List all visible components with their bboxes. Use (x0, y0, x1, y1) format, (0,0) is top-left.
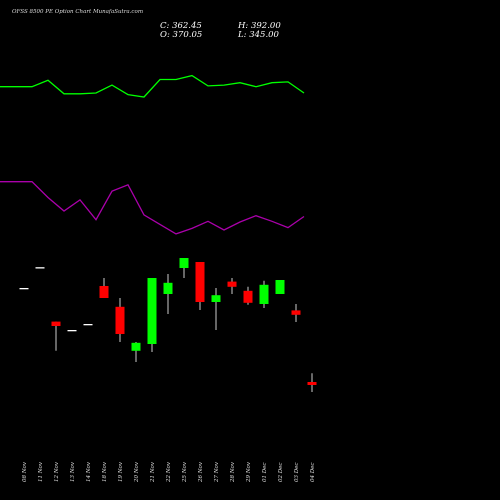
candle-body (83, 324, 93, 326)
candle-0 (19, 288, 29, 290)
candle-body (195, 262, 205, 302)
x-tick-label: 29 Nov (246, 461, 252, 483)
x-tick-label: 14 Nov (86, 461, 92, 482)
candle-12 (211, 288, 221, 330)
candle-body (35, 267, 45, 269)
candle-7 (131, 342, 141, 362)
x-tick-label: 12 Nov (54, 461, 60, 482)
candle-body (99, 286, 109, 298)
chart-title: OFSS 8500 PE Option Chart MunafaSutra.co… (12, 9, 144, 15)
candle-9 (163, 274, 173, 314)
x-tick-label: 28 Nov (230, 461, 236, 483)
candle-3 (67, 330, 77, 332)
candle-1 (35, 267, 45, 269)
low-value: 345.00 (249, 30, 279, 40)
candle-5 (99, 278, 109, 298)
low-readout: L: 345.00 (238, 30, 279, 40)
x-tick-label: 19 Nov (118, 461, 124, 482)
candle-body (291, 310, 301, 315)
green-indicator-line (0, 74, 305, 98)
x-tick-label: 21 Nov (150, 461, 156, 483)
x-tick-label: 22 Nov (166, 461, 172, 483)
candle-body (19, 288, 29, 290)
candle-body (115, 306, 125, 334)
x-tick-label: 08 Nov (22, 461, 28, 482)
candle-body (307, 382, 317, 385)
candle-11 (195, 262, 205, 310)
candle-body (227, 281, 237, 287)
open-readout: O: 370.05 (160, 30, 203, 40)
x-tick-label: 25 Nov (182, 461, 188, 483)
purple-indicator-line (0, 181, 305, 235)
candle-6 (115, 298, 125, 342)
x-tick-label: 18 Nov (102, 461, 108, 482)
candle-body (131, 342, 141, 351)
candle-2 (51, 321, 61, 351)
candle-8 (147, 278, 157, 352)
candle-15 (259, 280, 269, 308)
x-tick-label: 20 Nov (134, 461, 140, 483)
candle-14 (243, 286, 253, 305)
candle-10 (179, 258, 189, 278)
candle-17 (291, 304, 301, 322)
close-value: 362.45 (172, 21, 202, 31)
candle-body (275, 280, 285, 294)
x-tick-label: 11 Nov (38, 461, 44, 482)
x-tick-label: 27 Nov (214, 461, 220, 483)
close-readout: C: 362.45 (160, 21, 202, 31)
candle-16 (275, 280, 285, 294)
high-value: 392.00 (250, 21, 281, 31)
candle-body (211, 295, 221, 302)
high-readout: H: 392.00 (238, 21, 281, 31)
x-tick-label: 26 Nov (198, 461, 204, 483)
candle-body (67, 330, 77, 332)
open-value: 370.05 (172, 30, 203, 40)
x-tick-label: 04 Dec (310, 463, 316, 483)
x-tick-label: 13 Nov (70, 461, 76, 482)
candle-18 (307, 373, 317, 392)
candle-body (259, 284, 269, 304)
x-tick-label: 03 Dec (294, 463, 300, 483)
candle-body (51, 321, 61, 326)
candle-13 (227, 278, 237, 294)
x-tick-label: 02 Dec (278, 463, 284, 483)
candle-body (163, 282, 173, 294)
candle-body (147, 278, 157, 344)
candle-4 (83, 324, 93, 326)
candle-body (243, 290, 253, 303)
candle-body (179, 258, 189, 268)
x-tick-label: 01 Dec (262, 463, 268, 483)
